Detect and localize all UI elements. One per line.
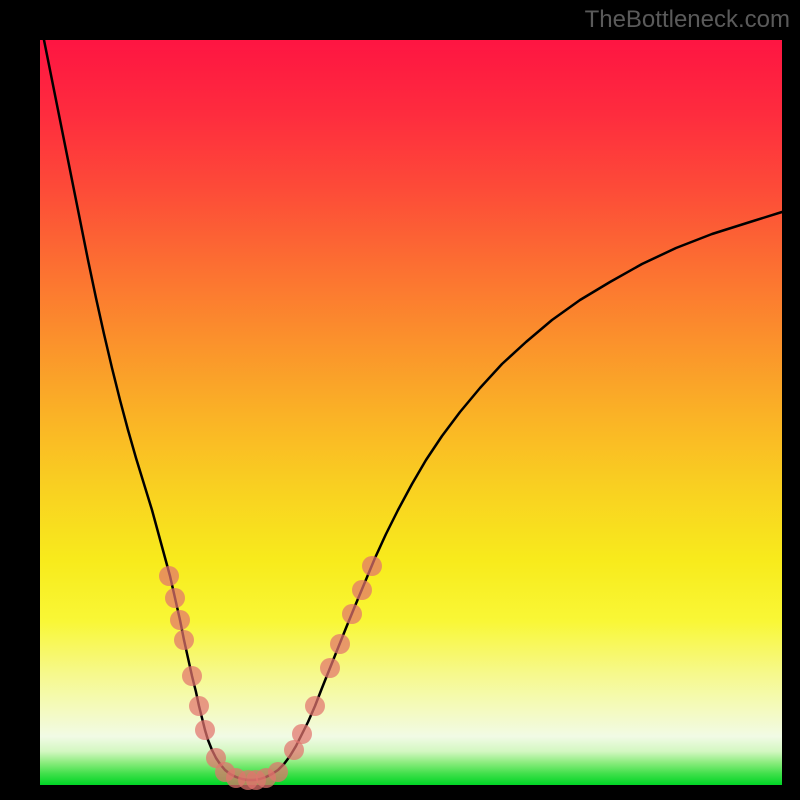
data-marker (292, 724, 312, 744)
data-marker (159, 566, 179, 586)
chart-container: TheBottleneck.com (0, 0, 800, 800)
data-marker (362, 556, 382, 576)
bottleneck-chart (0, 0, 800, 800)
data-marker (268, 762, 288, 782)
data-marker (182, 666, 202, 686)
data-marker (330, 634, 350, 654)
data-marker (195, 720, 215, 740)
data-marker (305, 696, 325, 716)
data-marker (174, 630, 194, 650)
data-marker (342, 604, 362, 624)
data-marker (170, 610, 190, 630)
data-marker (320, 658, 340, 678)
plot-background (40, 40, 782, 785)
data-marker (189, 696, 209, 716)
data-marker (165, 588, 185, 608)
watermark-text: TheBottleneck.com (585, 6, 790, 34)
data-marker (352, 580, 372, 600)
